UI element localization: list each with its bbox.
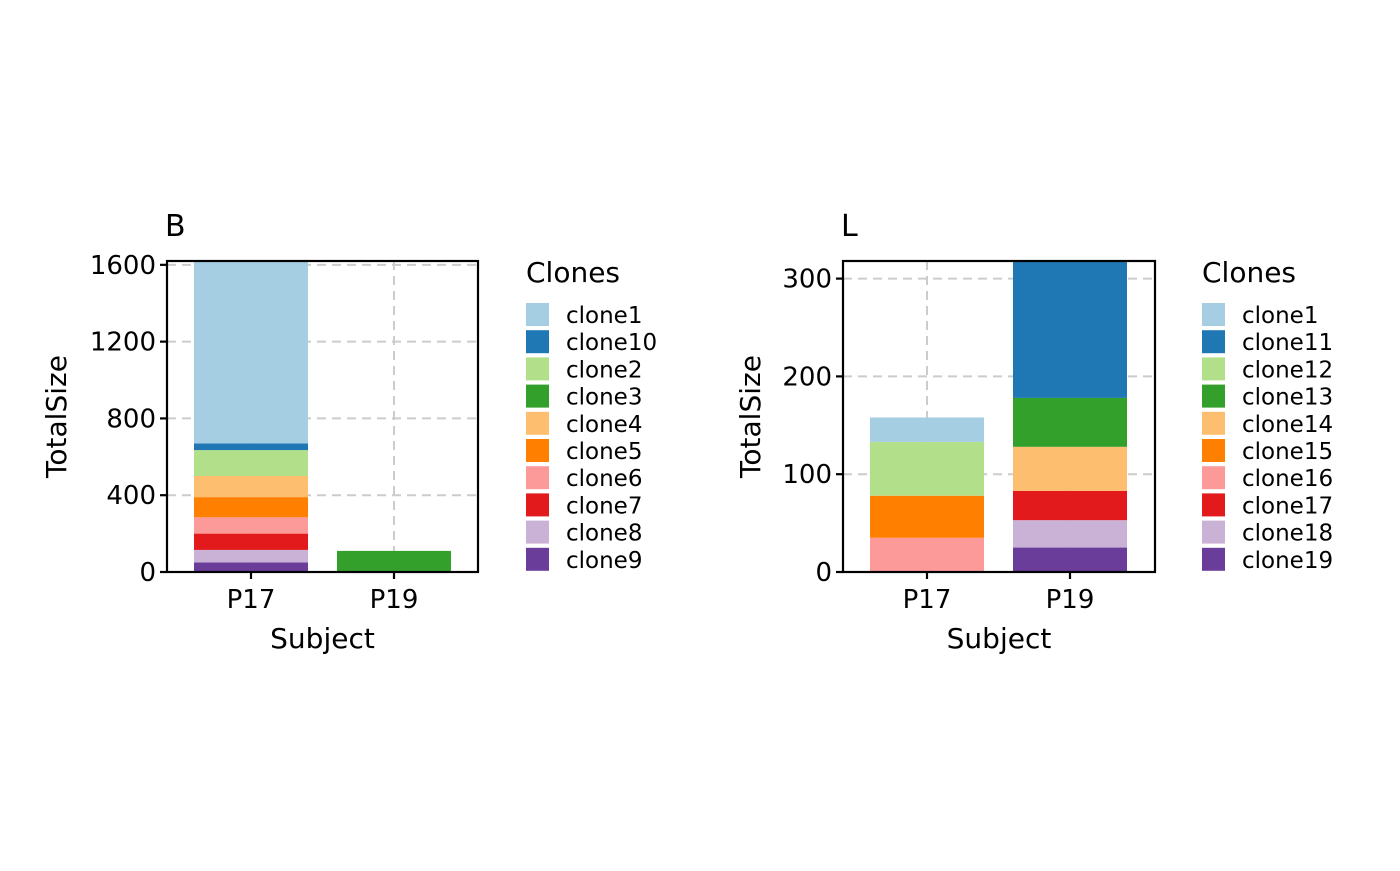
legend-label-clone1: clone1: [566, 303, 642, 329]
bar-segment-p17-clone8: [194, 549, 308, 563]
legend-label-clone1: clone1: [1242, 303, 1318, 329]
chart-panel-l: L 0 100 200 300 P17 P19 Subject TotalSize Clones c…: [734, 209, 1333, 655]
y-tick-label: 0: [139, 558, 156, 588]
x-tick-label: P17: [227, 585, 276, 615]
legend-swatch-clone8: [526, 520, 549, 544]
legend-swatch-clone3: [526, 384, 549, 408]
legend-title: Clones: [526, 256, 620, 289]
legend-label-clone2: clone2: [566, 357, 642, 383]
legend-label-clone5: clone5: [566, 439, 642, 465]
legend-label-clone17: clone17: [1242, 493, 1333, 519]
y-tick-label: 1600: [90, 251, 156, 281]
y-tick-label: 1200: [90, 328, 156, 358]
x-tick-label: P17: [903, 585, 952, 615]
legend-label-clone19: clone19: [1242, 548, 1333, 574]
legend-swatch-clone19: [1202, 547, 1225, 571]
bar-segment-p19-clone14: [1013, 446, 1127, 491]
legend-swatch-clone14: [1202, 411, 1225, 435]
legend-label-clone6: clone6: [566, 466, 642, 492]
y-tick-label: 200: [782, 362, 832, 392]
legend-label-clone11: clone11: [1242, 330, 1333, 356]
panel-border: [841, 259, 1157, 574]
legend-swatch-clone1: [1202, 303, 1225, 326]
legend-swatch-clone18: [1202, 520, 1225, 544]
legend-swatch-clone17: [1202, 493, 1225, 517]
legend-swatch-clone9: [526, 547, 549, 571]
bar-segment-p17-clone10: [194, 443, 308, 451]
legend-label-clone10: clone10: [566, 330, 657, 356]
x-axis-title: Subject: [270, 622, 375, 655]
bar-segment-p17-clone1: [194, 261, 308, 444]
chart-panel-b: B 0 400 800 1200 1600 P17 P19 Subject TotalSize Cl…: [40, 209, 657, 655]
legend-swatch-clone4: [526, 411, 549, 435]
legend-label-clone7: clone7: [566, 493, 642, 519]
y-tick-label: 100: [782, 460, 832, 490]
legend-label-clone16: clone16: [1242, 466, 1333, 492]
bar-segment-p17-clone16: [870, 537, 984, 572]
legend-swatch-clone7: [526, 493, 549, 517]
x-tick-label: P19: [1046, 585, 1095, 615]
bar-segment-p17-clone9: [194, 562, 308, 572]
legend: Clones clone1clone11clone12clone13clone14…: [1202, 256, 1333, 574]
legend-swatch-clone6: [526, 466, 549, 490]
panel-title: B: [165, 209, 186, 244]
bar-segment-p17-clone6: [194, 517, 308, 534]
bar-segment-p17-clone7: [194, 533, 308, 550]
legend-swatch-clone12: [1202, 357, 1225, 381]
y-tick-label: 300: [782, 265, 832, 295]
y-axis-title: TotalSize: [734, 355, 767, 479]
legend: Clonesclone1clone10clone2clone3clone4clo…: [526, 256, 657, 574]
legend-label-clone15: clone15: [1242, 439, 1333, 465]
bar-segment-p19-clone3: [337, 550, 451, 572]
bar-segment-p19-clone11: [1013, 261, 1127, 398]
bar-segment-p17-clone4: [194, 476, 308, 498]
bar-segment-p19-clone19: [1013, 547, 1127, 572]
legend-swatch-clone11: [1202, 330, 1225, 354]
legend-swatch-clone15: [1202, 439, 1225, 462]
bar-segment-p19-clone17: [1013, 490, 1127, 521]
legend-label-clone14: clone14: [1242, 412, 1333, 438]
bar-segment-p19-clone18: [1013, 520, 1127, 548]
panel-border: [165, 259, 480, 574]
legend-label-clone12: clone12: [1242, 357, 1333, 383]
legend-title: Clones: [1202, 256, 1296, 289]
bar-segment-p17-clone2: [194, 450, 308, 477]
x-tick-label: P19: [370, 585, 419, 615]
legend-swatch-clone1: [526, 303, 549, 326]
bar-segment-p17-clone15: [870, 495, 984, 538]
legend-label-clone4: clone4: [566, 412, 642, 438]
legend-label-clone8: clone8: [566, 521, 642, 547]
bar-segment-p17-clone1: [870, 417, 984, 442]
y-tick-label: 400: [106, 481, 156, 511]
legend-swatch-clone10: [526, 330, 549, 354]
y-tick-label: 800: [106, 404, 156, 434]
legend-swatch-clone2: [526, 357, 549, 381]
legend-swatch-clone5: [526, 439, 549, 462]
legend-label-clone3: clone3: [566, 385, 642, 411]
legend-swatch-clone13: [1202, 384, 1225, 408]
panel-title: L: [841, 209, 858, 244]
legend-label-clone18: clone18: [1242, 521, 1333, 547]
legend-swatch-clone16: [1202, 466, 1225, 490]
bar-segment-p17-clone5: [194, 497, 308, 518]
bar-segment-p19-clone13: [1013, 397, 1127, 447]
bar-segment-p17-clone12: [870, 441, 984, 496]
y-tick-label: 0: [815, 558, 832, 588]
x-axis-title: Subject: [947, 622, 1052, 655]
y-axis-title: TotalSize: [40, 355, 73, 479]
legend-label-clone9: clone9: [566, 548, 642, 574]
legend-label-clone13: clone13: [1242, 385, 1333, 411]
